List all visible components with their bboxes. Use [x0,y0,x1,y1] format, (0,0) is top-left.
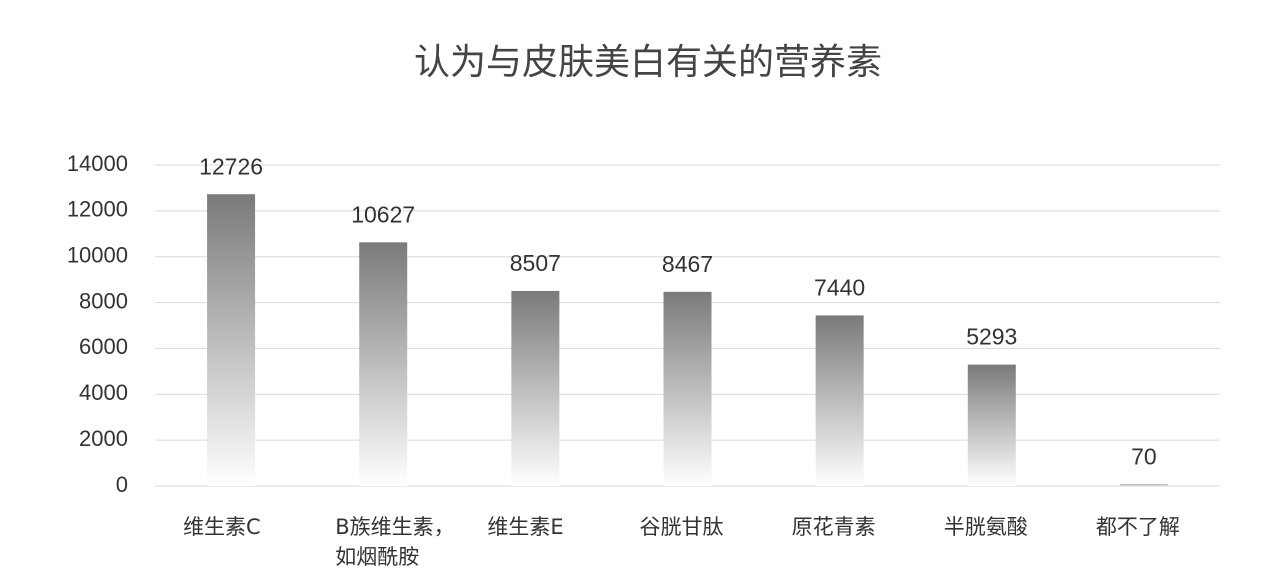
bar [815,315,864,486]
data-label: 12726 [199,153,263,179]
x-tick-label: 半胱氨酸 [943,515,1028,539]
data-label: 10627 [351,201,415,227]
x-tick-label: 原花青素 [791,515,876,539]
bar [663,291,712,486]
bar [967,364,1016,486]
data-label: 7440 [814,274,865,300]
data-label: 70 [1131,443,1157,469]
y-tick-label: 6000 [79,334,128,359]
x-tick-label: 维生素C [183,515,261,539]
x-tick-label: 都不了解 [1095,515,1180,539]
bar [1119,484,1168,486]
y-tick-label: 12000 [67,197,128,222]
y-tick-label: 2000 [79,426,128,451]
y-tick-label: 4000 [79,380,128,405]
y-tick-label: 8000 [79,288,128,313]
y-tick-label: 10000 [67,243,128,268]
x-tick-label: B族维生素， 如烟酰胺 [335,515,455,569]
bar [207,194,256,486]
y-tick-label: 14000 [67,151,128,176]
x-tick-label: 维生素E [487,515,564,539]
data-label: 5293 [966,324,1017,350]
data-label: 8507 [510,250,561,276]
chart-title: 认为与皮肤美白有关的营养素 [414,42,882,83]
data-label: 8467 [662,251,713,277]
y-tick-label: 0 [116,472,128,497]
bar [511,290,560,486]
bar [359,242,408,486]
x-tick-label: 谷胱甘肽 [639,515,724,539]
